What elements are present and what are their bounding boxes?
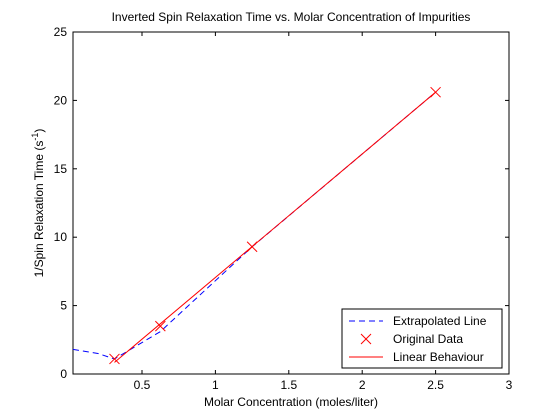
x-axis-label: Molar Concentration (moles/liter) xyxy=(204,395,378,409)
y-tick-label: 20 xyxy=(54,93,68,107)
y-tick-label: 15 xyxy=(54,162,68,176)
y-axis-label-superscript: -1 xyxy=(30,133,40,141)
legend-label-linear: Linear Behaviour xyxy=(393,350,484,364)
y-tick-label: 25 xyxy=(54,25,68,39)
y-tick-label: 0 xyxy=(60,367,67,381)
y-tick-label: 10 xyxy=(54,230,68,244)
series-layer xyxy=(72,86,441,365)
original-data-point xyxy=(154,320,166,332)
y-axis-label-close: ) xyxy=(32,129,46,133)
legend: Extrapolated Line Original Data Linear B… xyxy=(341,308,503,369)
legend-marker-original xyxy=(360,333,372,345)
chart-title: Inverted Spin Relaxation Time vs. Molar … xyxy=(112,10,471,24)
x-tick-label: 1.5 xyxy=(280,378,297,392)
axis-ticks: 0.5 1 1.5 2 2.5 3 0 5 10 15 20 25 xyxy=(54,25,513,392)
x-tick-label: 1 xyxy=(212,378,219,392)
linear-behaviour-line xyxy=(114,91,436,363)
x-tick-label: 2.5 xyxy=(427,378,444,392)
legend-label-original: Original Data xyxy=(393,332,463,346)
original-data-point xyxy=(109,353,120,365)
x-tick-label: 3 xyxy=(506,378,513,392)
legend-label-extrapolated: Extrapolated Line xyxy=(393,314,487,328)
x-tick-label: 2 xyxy=(359,378,366,392)
y-tick-label: 5 xyxy=(60,299,67,313)
y-axis-label: 1/Spin Relaxation Time (s-1) xyxy=(30,129,46,278)
x-tick-label: 0.5 xyxy=(134,378,151,392)
legend-box xyxy=(341,308,503,369)
y-axis-label-main: 1/Spin Relaxation Time (s xyxy=(32,141,46,278)
